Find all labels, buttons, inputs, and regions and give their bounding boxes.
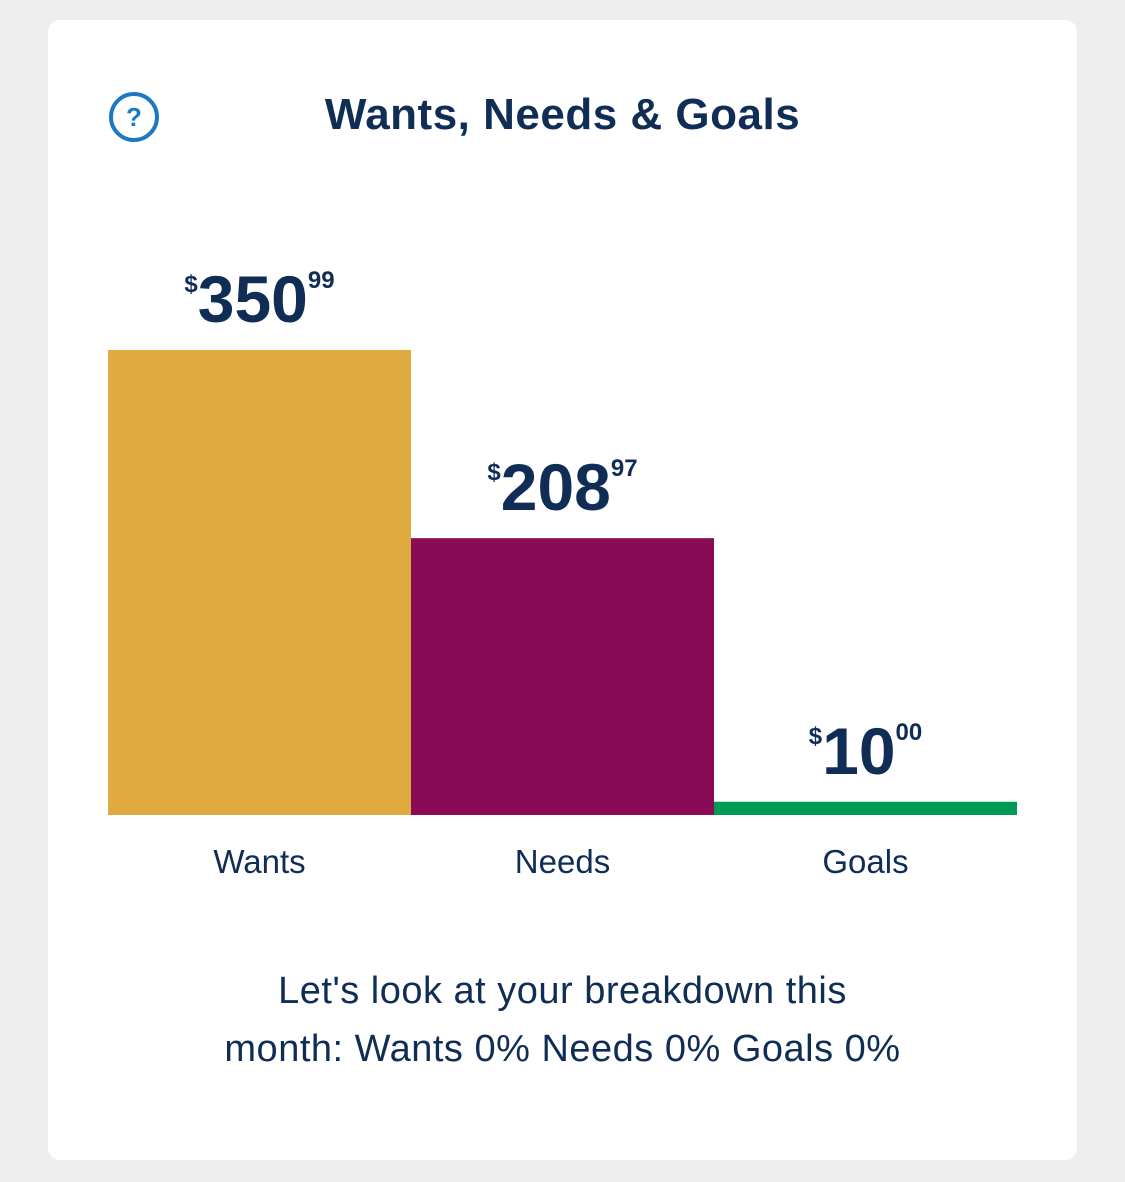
card-title: Wants, Needs & Goals xyxy=(324,90,801,139)
spending-bar-chart: $35099 Wants $20897 Needs $1000 Goals xyxy=(108,262,1017,880)
help-button[interactable]: ? xyxy=(109,92,159,142)
bar-wants xyxy=(108,350,411,815)
value-label-goals: $1000 xyxy=(809,714,922,788)
value-label-needs: $20897 xyxy=(487,450,637,524)
summary-line-2: month: Wants 0% Needs 0% Goals 0% xyxy=(224,1028,901,1070)
category-label-needs: Needs xyxy=(515,843,610,880)
summary-line-1: Let's look at your breakdown this xyxy=(278,970,847,1012)
value-label-wants: $35099 xyxy=(184,262,334,336)
bar-goals xyxy=(714,801,1017,815)
category-label-goals: Goals xyxy=(822,843,908,880)
question-circle-icon: ? xyxy=(126,101,142,132)
bar-needs xyxy=(411,538,714,815)
breakdown-summary: Let's look at your breakdown this month:… xyxy=(48,962,1077,1078)
category-label-wants: Wants xyxy=(213,843,305,880)
wants-needs-goals-card: ? Wants, Needs & Goals $35099 Wants $20897… xyxy=(48,20,1077,1160)
